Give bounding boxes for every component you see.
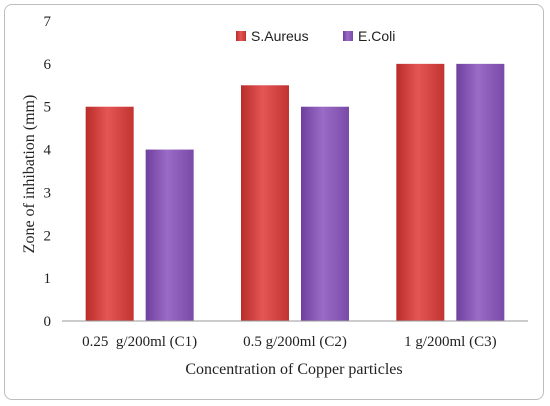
x-category-label: 1 g/200ml (C3) bbox=[404, 334, 497, 350]
y-tick-label: 6 bbox=[44, 57, 52, 73]
y-axis-title: Zone of inhibation (mm) bbox=[21, 95, 38, 254]
legend: S.Aureus E.Coli bbox=[236, 28, 395, 44]
y-tick-label: 7 bbox=[44, 14, 52, 30]
y-axis-ticks: 0 1 2 3 4 5 6 7 bbox=[44, 14, 52, 330]
bar-s-aureus-c1 bbox=[85, 106, 134, 321]
bar-e-coli-c1 bbox=[145, 149, 194, 321]
legend-swatch-e-coli bbox=[343, 31, 353, 41]
y-tick-label: 4 bbox=[44, 143, 52, 159]
y-tick-label: 0 bbox=[44, 314, 52, 330]
legend-label-s-aureus: S.Aureus bbox=[251, 28, 309, 44]
bar-e-coli-c3 bbox=[456, 63, 505, 321]
x-category-label: 0.5 g/200ml (C2) bbox=[243, 334, 347, 350]
legend-label-e-coli: E.Coli bbox=[358, 28, 395, 44]
bars bbox=[85, 63, 505, 322]
bar-s-aureus-c3 bbox=[396, 63, 445, 321]
legend-swatch-s-aureus bbox=[236, 31, 246, 41]
y-tick-label: 3 bbox=[44, 185, 52, 201]
x-category-label: 0.25 g/200ml (C1) bbox=[82, 334, 197, 350]
bar-e-coli-c2 bbox=[301, 106, 349, 321]
x-axis-title: Concentration of Copper particles bbox=[185, 361, 402, 378]
bar-s-aureus-c2 bbox=[241, 85, 289, 322]
y-tick-label: 1 bbox=[44, 271, 52, 287]
y-tick-label: 2 bbox=[44, 228, 52, 244]
y-tick-label: 5 bbox=[44, 100, 52, 116]
x-axis-categories: 0.25 g/200ml (C1) 0.5 g/200ml (C2) 1 g/200… bbox=[82, 334, 496, 350]
